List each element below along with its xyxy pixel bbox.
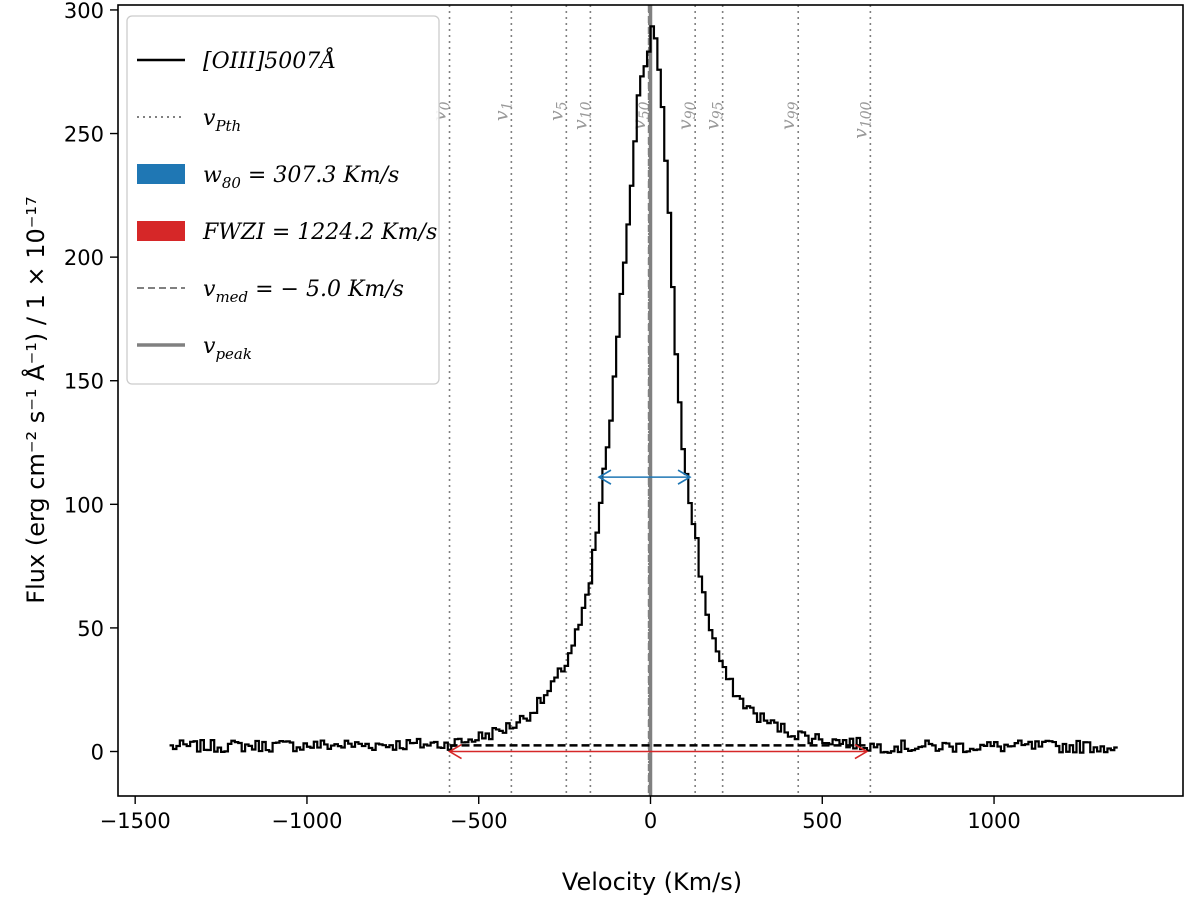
y-tick-label-250: 250 — [64, 123, 104, 147]
axes: −1500 −1000 −500 0 500 1000 0 50 100 150 200 250 300 — [64, 0, 1184, 833]
percentile-label-v5: v5 — [545, 101, 570, 121]
y-tick-label-0: 0 — [91, 741, 104, 765]
percentile-label-v100: v100 — [849, 101, 874, 139]
y-tick-label-100: 100 — [64, 493, 104, 517]
percentile-label-v10: v10 — [569, 101, 594, 130]
legend-entry-0-label: [OIII]5007Å — [203, 46, 336, 74]
y-axis-label: Flux (erg cm⁻² s⁻¹ Å⁻¹) / 1 × 10⁻¹⁷ — [21, 196, 50, 603]
x-axis-label: Velocity (Km/s) — [562, 868, 742, 896]
x-tick-label--1000: −1000 — [271, 809, 342, 833]
y-tick-label-300: 300 — [64, 0, 104, 23]
legend-entry-3-label: FWZI = 1224.2 Km/s — [202, 220, 437, 245]
x-tick-label-0: 0 — [644, 809, 657, 833]
y-tick-label-150: 150 — [64, 370, 104, 394]
legend-entry-2-handle — [137, 164, 185, 184]
y-tick-label-50: 50 — [77, 617, 104, 641]
w80-arrow-head-right — [677, 469, 692, 485]
x-tick-label-1000: 1000 — [967, 809, 1020, 833]
x-tick-label--1500: −1500 — [100, 809, 171, 833]
percentile-label-v90: v90 — [674, 101, 699, 130]
w80-arrow-head-left — [597, 469, 612, 485]
x-tick-label-500: 500 — [802, 809, 842, 833]
legend-entry-2-label: w80 = 307.3 Km/s — [203, 163, 399, 192]
percentile-label-v1: v1 — [490, 101, 515, 121]
fwzi-arrow-head-right — [854, 743, 869, 760]
legend-box — [126, 15, 440, 385]
fwzi-arrow-head-left — [447, 743, 462, 760]
oiii-spectrum-line — [169, 25, 1118, 754]
percentile-label-v95: v95 — [702, 101, 727, 130]
percentile-label-v99: v99 — [777, 101, 802, 130]
legend-entry-3-handle — [137, 221, 185, 241]
x-tick-label--500: −500 — [450, 809, 508, 833]
y-tick-label-200: 200 — [64, 246, 104, 270]
